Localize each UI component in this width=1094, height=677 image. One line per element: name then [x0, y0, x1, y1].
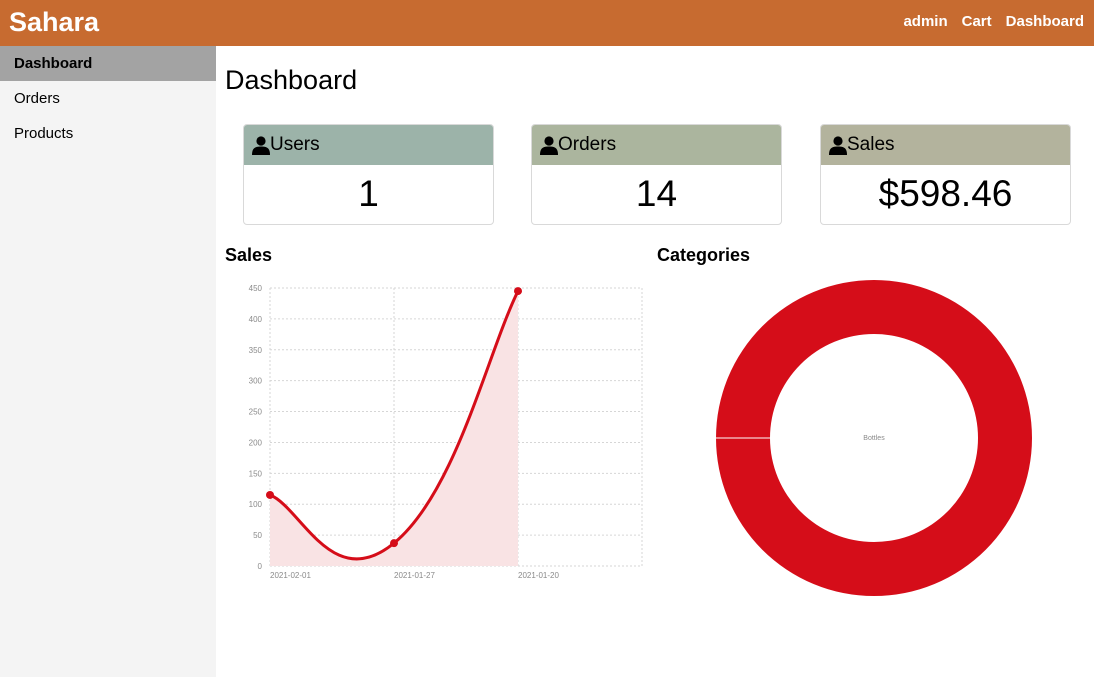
sales-card-label: Sales: [847, 134, 895, 155]
categories-chart-title: Categories: [657, 245, 751, 265]
x-tick-label: 2021-01-20: [518, 571, 559, 580]
sidebar: Dashboard Orders Products: [0, 46, 216, 677]
sales-chart-title: Sales: [225, 245, 273, 265]
sales-card: Sales $598.46: [820, 124, 1071, 225]
brand-logo[interactable]: Sahara: [9, 7, 100, 37]
user-icon: [540, 135, 558, 155]
y-tick-label: 400: [249, 315, 263, 324]
x-tick-label: 2021-02-01: [270, 571, 311, 580]
y-tick-label: 350: [249, 346, 263, 355]
users-card-header: Users: [244, 125, 493, 165]
sidebar-item-products[interactable]: Products: [14, 125, 74, 142]
orders-card-label: Orders: [558, 134, 617, 155]
y-tick-label: 150: [249, 469, 263, 478]
nav-link-admin[interactable]: admin: [903, 13, 948, 30]
nav-link-cart[interactable]: Cart: [961, 13, 992, 30]
slice-label: Bottles: [863, 435, 885, 442]
y-tick-label: 100: [249, 500, 263, 509]
y-tick-label: 450: [249, 284, 263, 293]
nav-link-dashboard[interactable]: Dashboard: [1005, 13, 1084, 30]
user-icon: [252, 135, 270, 155]
users-card-value: 1: [358, 173, 379, 214]
main-content: Dashboard Users 1 Orders 14 Sales $598.4…: [216, 46, 1094, 677]
sidebar-item-dashboard[interactable]: Dashboard: [0, 46, 216, 81]
sales-data-point[interactable]: [266, 490, 274, 499]
y-tick-label: 200: [249, 438, 263, 447]
users-card-label: Users: [270, 134, 320, 155]
sales-area-fill: [270, 291, 518, 566]
orders-card: Orders 14: [531, 124, 782, 225]
sales-data-point[interactable]: [390, 539, 398, 548]
top-navbar: Sahara admin Cart Dashboard: [0, 0, 1094, 46]
y-tick-label: 250: [249, 408, 263, 417]
y-tick-label: 50: [253, 531, 262, 540]
sales-card-value: $598.46: [878, 173, 1013, 214]
users-card: Users 1: [243, 124, 494, 225]
user-icon: [829, 135, 847, 155]
chart-grid: [269, 287, 643, 567]
sidebar-item-orders[interactable]: Orders: [14, 90, 60, 107]
sales-data-point[interactable]: [514, 287, 522, 296]
sales-series-line: [269, 290, 520, 561]
orders-card-value: 14: [635, 173, 678, 214]
top-nav-links: admin Cart Dashboard: [903, 13, 1084, 30]
orders-card-header: Orders: [532, 125, 781, 165]
sales-card-header: Sales: [821, 125, 1070, 165]
doughnut-slice[interactable]: [716, 280, 1032, 596]
categories-doughnut-chart: Bottles: [716, 280, 1032, 596]
sales-line-chart: 0 50 100 150 200 250 300 350 400 450 2021-02-01 202…: [249, 284, 643, 580]
page-title: Dashboard: [225, 65, 358, 95]
y-tick-label: 0: [258, 562, 263, 571]
x-tick-label: 2021-01-27: [394, 571, 435, 580]
y-tick-label: 300: [249, 377, 263, 386]
